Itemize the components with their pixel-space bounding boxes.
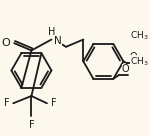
Text: H: H xyxy=(48,27,55,37)
Text: O: O xyxy=(2,38,11,48)
Text: F: F xyxy=(4,98,10,108)
Text: O: O xyxy=(122,64,129,74)
Text: F: F xyxy=(51,98,56,108)
Text: O: O xyxy=(130,52,137,62)
Text: CH$_3$: CH$_3$ xyxy=(130,30,148,42)
Text: CH$_3$: CH$_3$ xyxy=(130,55,148,68)
Text: F: F xyxy=(29,120,34,130)
Text: N: N xyxy=(54,36,62,46)
